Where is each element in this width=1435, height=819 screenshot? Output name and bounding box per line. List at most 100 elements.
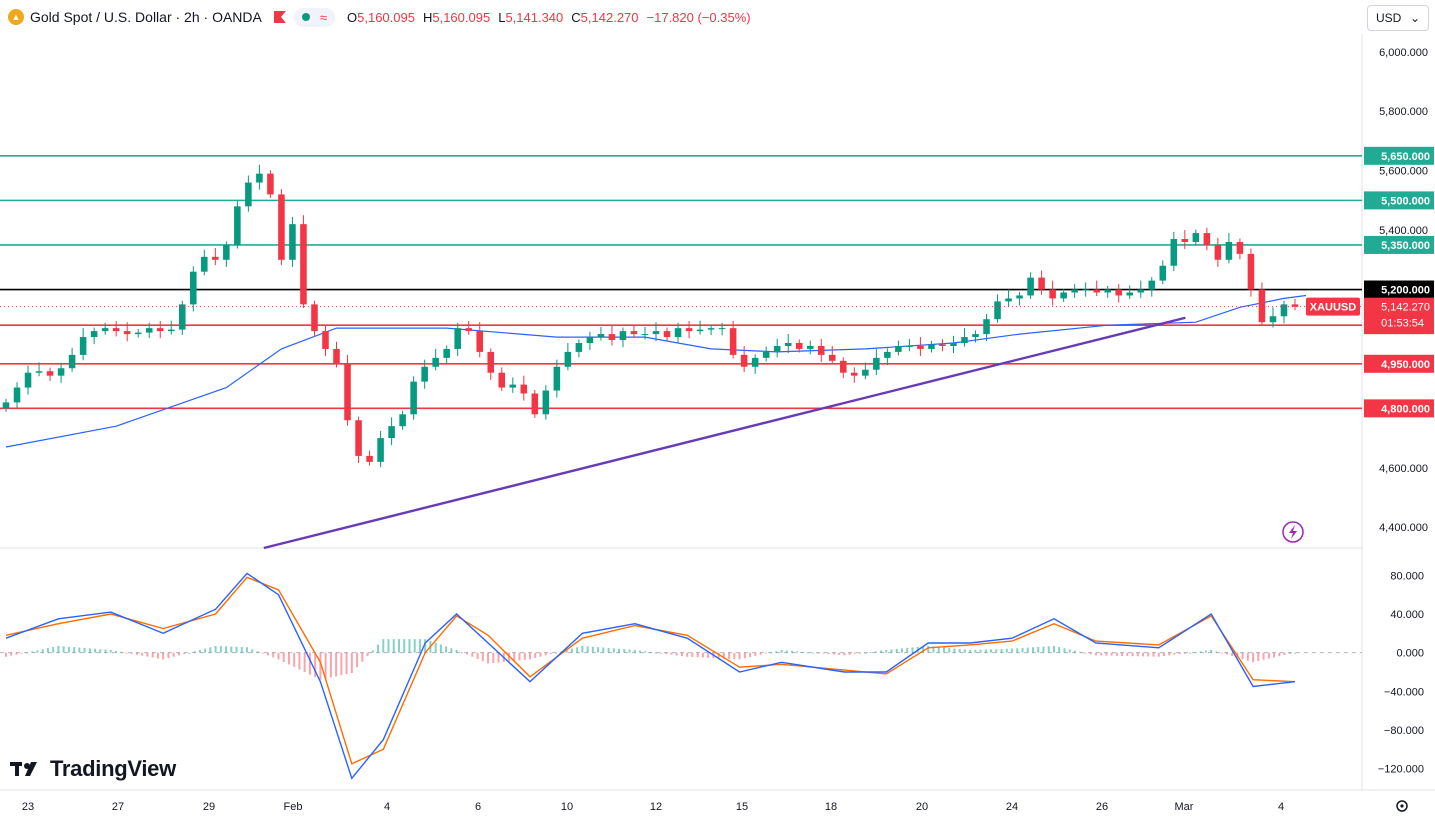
candle — [928, 340, 935, 353]
macd-histogram-bar — [25, 652, 28, 654]
level-tag-text: 5,650.000 — [1381, 151, 1430, 163]
candle — [1049, 280, 1056, 306]
macd-histogram-bar — [1225, 652, 1228, 655]
macd-histogram-bar — [659, 652, 662, 654]
macd-histogram-bar — [434, 642, 437, 653]
chart-header: ▲ Gold Spot / U.S. Dollar · 2h · OANDA ≈… — [0, 0, 751, 34]
candle — [289, 217, 296, 267]
candle-body — [443, 348, 450, 358]
candle — [1236, 238, 1244, 260]
level-price-tag: 4,950.000 — [1364, 354, 1434, 373]
macd-histogram-bar — [439, 644, 442, 653]
macd-histogram-bar — [927, 645, 930, 653]
flag-icon[interactable] — [273, 11, 286, 23]
macd-histogram-bar — [1231, 652, 1234, 657]
candle — [1203, 227, 1211, 251]
flash-icon[interactable] — [1282, 521, 1304, 543]
trendline[interactable] — [263, 316, 1186, 550]
macd-histogram-bar — [146, 652, 149, 657]
macd-histogram-bar — [764, 652, 767, 654]
candle — [1038, 270, 1045, 295]
macd-histogram-bar — [942, 647, 945, 653]
macd-histogram-bar — [859, 652, 862, 654]
candle-body — [674, 328, 682, 338]
candle-body — [476, 331, 484, 352]
candle-body — [498, 372, 506, 388]
candle — [167, 320, 175, 335]
macd-histogram-bar — [1084, 652, 1087, 654]
macd-histogram-bar — [1021, 647, 1024, 653]
candle — [773, 338, 781, 358]
macd-histogram-bar — [801, 651, 804, 653]
macd-histogram-bar — [874, 651, 877, 653]
candle-body — [410, 381, 417, 415]
candle-body — [829, 354, 836, 361]
candle — [2, 398, 10, 412]
macd-histogram-bar — [1005, 648, 1008, 653]
macd-histogram-bar — [198, 649, 201, 653]
candle — [1148, 277, 1156, 297]
macd-histogram-bar — [848, 652, 851, 655]
macd-histogram-bar — [722, 652, 725, 659]
macd-histogram-bar — [261, 652, 264, 654]
tradingview-logo[interactable]: TradingView — [10, 756, 176, 782]
candle-body — [366, 455, 373, 462]
macd-histogram-bar — [366, 652, 369, 657]
last-price-marker: XAUUSD 5,142.270 01:53:54 — [0, 297, 1434, 332]
macd-histogram-bar — [743, 652, 746, 659]
macd-histogram-bar — [586, 646, 589, 653]
macd-histogram-bar — [408, 639, 411, 653]
candle-body — [1247, 253, 1255, 290]
settings-gear-icon[interactable] — [1396, 800, 1408, 812]
candle-body — [454, 328, 461, 349]
symbol-title[interactable]: Gold Spot / U.S. Dollar · 2h · OANDA — [30, 9, 262, 25]
macd-histogram-bar — [130, 652, 133, 654]
candle — [333, 341, 340, 368]
macd-histogram-bar — [544, 652, 547, 656]
macd-histogram-bar — [953, 648, 956, 653]
macd-histogram-bar — [895, 648, 898, 653]
level-tag-text: 4,800.000 — [1381, 403, 1430, 415]
macd-histogram-bar — [1142, 652, 1145, 657]
candle — [465, 321, 472, 335]
candle-body — [245, 182, 252, 207]
candle — [751, 354, 759, 374]
price-axis[interactable]: 6,000.000 5,800.000 5,600.000 5,400.000 4,60… — [1364, 47, 1434, 776]
macd-histogram-bar — [885, 649, 888, 653]
macd-histogram-bar — [853, 652, 856, 655]
macd-histogram-bar — [20, 652, 23, 654]
candle — [344, 354, 351, 426]
macd-histogram-bar — [1189, 652, 1192, 654]
macd-histogram-bar — [534, 652, 537, 659]
macd-histogram-bar — [1267, 652, 1270, 659]
ma-line — [5, 294, 1307, 448]
candle — [542, 385, 550, 420]
candle-body — [773, 345, 781, 352]
macd-histogram-bar — [1026, 647, 1029, 653]
candle-body — [1126, 292, 1134, 296]
macd-histogram-bar — [670, 652, 673, 655]
macd-histogram-bar — [754, 652, 757, 656]
candle — [1225, 233, 1233, 264]
level-tag-text: 4,950.000 — [1381, 359, 1430, 371]
time-axis[interactable]: 23 27 29 Feb 4 6 10 12 15 18 20 24 26 Mar 4 — [0, 789, 1435, 813]
macd-histogram-bar — [256, 651, 259, 653]
candle-body — [156, 328, 164, 332]
macd-histogram-bar — [1278, 652, 1281, 657]
macd-histogram-bar — [1011, 648, 1014, 653]
currency-select[interactable]: USD ⌄ — [1367, 5, 1429, 31]
macd-histogram-bar — [597, 647, 600, 653]
candle — [366, 450, 373, 466]
candle — [355, 416, 362, 464]
candle-body — [24, 372, 32, 388]
macd-histogram-bar — [806, 652, 809, 654]
high-value: 5,160.095 — [432, 9, 491, 25]
candle-body — [817, 345, 825, 355]
macd-histogram-bar — [88, 648, 91, 653]
market-status-pill[interactable]: ≈ — [293, 7, 335, 27]
macd-histogram-bar — [921, 646, 924, 653]
candle — [1137, 280, 1145, 298]
macd-histogram-bar — [728, 652, 731, 659]
candle-body — [1071, 289, 1078, 293]
